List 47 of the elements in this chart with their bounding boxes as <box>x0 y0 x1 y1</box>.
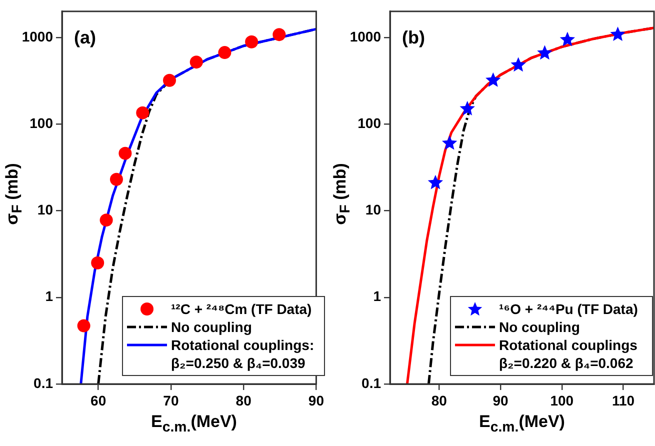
x-tick-label: 90 <box>308 392 324 408</box>
point <box>272 28 286 42</box>
legend-label: Rotational couplings β₂=0.220 & β₄=0.062 <box>499 336 638 372</box>
point <box>110 172 123 186</box>
point <box>486 72 501 87</box>
x-tick-label: 100 <box>550 392 574 408</box>
x-tick-label: 80 <box>431 392 448 408</box>
point <box>118 146 132 160</box>
point <box>190 56 203 69</box>
x-axis-title: E$_{c.m.}$(MeV) <box>479 412 565 436</box>
y-tick-label: 0.1 <box>34 374 54 391</box>
point <box>610 26 626 42</box>
point <box>428 174 444 190</box>
legend-label: No coupling <box>171 318 252 336</box>
x-axis-title: E$_{c.m.}$(MeV) <box>151 412 237 436</box>
y-tick-label: 10 <box>37 202 54 218</box>
legend-label: Rotational couplings: β₂=0.250 & β₄=0.039 <box>171 336 316 372</box>
y-tick-label: 1 <box>373 288 382 304</box>
y-tick-label: 1000 <box>350 28 382 44</box>
y-tick-label: 100 <box>30 114 54 131</box>
legend-label: ¹⁶O + ²⁴⁴Pu (TF Data) <box>499 300 638 318</box>
y-tick-label: 100 <box>358 114 382 131</box>
x-tick-label: 60 <box>90 392 106 408</box>
point <box>218 46 232 60</box>
text: (a) <box>74 27 96 48</box>
point <box>442 135 458 150</box>
point <box>460 100 475 116</box>
x-tick-label: 90 <box>492 392 509 408</box>
y-tick-label: 1000 <box>22 28 54 44</box>
point <box>510 57 526 72</box>
point <box>100 214 113 227</box>
x-tick-label: 80 <box>236 392 252 408</box>
point <box>162 74 176 87</box>
y-tick-label: 1 <box>45 288 54 304</box>
point <box>537 45 552 60</box>
y-tick-label: 0.1 <box>362 374 382 391</box>
point <box>245 35 258 48</box>
x-tick-label: 110 <box>612 392 635 408</box>
point <box>560 32 576 46</box>
point <box>136 106 150 120</box>
y-tick-label: 10 <box>365 202 382 218</box>
point <box>91 256 104 270</box>
legend-label: No coupling <box>499 318 580 336</box>
legend-label: ¹²C + ²⁴⁸Cm (TF Data) <box>171 300 312 318</box>
text: (b) <box>402 27 425 48</box>
x-tick-label: 70 <box>163 392 179 408</box>
point <box>77 319 90 332</box>
